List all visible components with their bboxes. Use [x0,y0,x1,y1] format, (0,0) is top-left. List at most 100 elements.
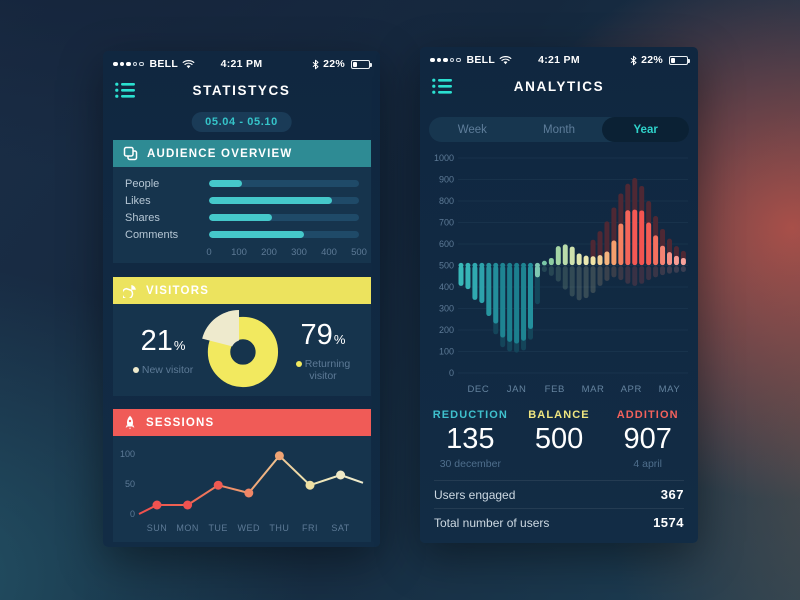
visitors-chart-body: 21% New visitor 79% Returning visitor [113,304,371,396]
users-engaged-label: Users engaged [434,487,516,502]
returning-visitor-percent: 79% [300,319,346,351]
battery-icon [669,55,690,65]
page-title: ANALYTICS [513,79,605,94]
users-engaged-value: 367 [660,487,684,502]
svg-text:WED: WED [238,523,260,533]
returning-visitor-dot-icon [295,361,302,368]
battery-percent: 22% [323,58,345,70]
audience-row-likes: Likes [125,193,359,208]
signal-dots-icon [430,57,461,63]
new-visitor-dot-icon [132,367,139,374]
visitors-donut-chart [202,310,279,388]
reduction-stat: REDUCTION 135 30 december [426,409,515,471]
visitors-card: VISITORS 21% New visitor 79% Returning v… [113,277,371,396]
copy-icon [123,146,138,161]
balance-label: BALANCE [528,409,590,421]
returning-visitor-stat: 79% Returning visitor [285,320,361,382]
status-bar: BELL 4:21 PM 22% [113,57,372,71]
rocket-icon [125,415,135,430]
addition-label: ADDITION [616,409,679,421]
menu-icon[interactable] [115,82,137,100]
bluetooth-icon [312,59,319,69]
svg-text:TUE: TUE [208,523,228,533]
svg-text:400: 400 [439,282,454,292]
svg-text:100: 100 [120,449,135,459]
balance-value: 500 [534,423,584,455]
tab-month[interactable]: Month [543,123,575,136]
clock: 4:21 PM [538,54,580,66]
balance-date [515,458,604,471]
analytics-waveform-chart: 0 100 200 300 400 500 600 700 800 900 1000 DEC JAN FE… [434,153,688,395]
sessions-card-header: SESSIONS [113,409,371,436]
menu-icon[interactable] [432,78,454,96]
phone-analytics: BELL 4:21 PM 22% ANALYTICS Week Mont [420,47,698,543]
returning-visitor-label: Returning visitor [285,358,361,382]
addition-stat: ADDITION 907 4 april [603,409,692,471]
svg-text:600: 600 [439,239,454,249]
audience-row-comments: Comments [125,227,359,242]
carrier-label: BELL [466,54,496,66]
reduction-date: 30 december [439,458,501,470]
signal-dots-icon [113,61,144,67]
app-header: ANALYTICS [420,76,698,98]
audience-row-people: People [125,176,359,191]
svg-text:THU: THU [269,523,289,533]
sessions-card-title: SESSIONS [146,416,215,429]
tab-week[interactable]: Week [457,123,487,136]
stats-row: REDUCTION 135 30 december BALANCE 500 AD… [426,409,692,471]
svg-text:50: 50 [125,479,135,489]
svg-text:1000: 1000 [434,153,454,163]
svg-text:DEC: DEC [467,384,489,395]
svg-text:700: 700 [439,218,454,228]
wifi-icon [182,60,195,69]
svg-text:100: 100 [439,347,454,357]
audience-card-title: AUDIENCE OVERVIEW [147,147,293,160]
svg-text:900: 900 [439,175,454,185]
visitors-card-header: VISITORS [113,277,371,304]
bluetooth-icon [630,55,637,65]
svg-text:500: 500 [439,261,454,271]
reduction-value: 135 [446,423,495,455]
total-users-value: 1574 [653,515,684,530]
svg-text:MAR: MAR [582,384,605,395]
reduction-label: REDUCTION [432,409,508,421]
svg-text:200: 200 [439,325,454,335]
new-visitor-percent: 21% [140,325,186,357]
battery-percent: 22% [641,54,663,66]
visitors-card-title: VISITORS [146,284,210,297]
total-users-label: Total number of users [434,515,550,530]
addition-value: 907 [623,423,672,455]
audience-bar-chart: People Likes Shares Comments 0 100 200 300 400 50… [113,167,371,263]
totals-list: Users engaged 367 Total number of users … [420,480,698,536]
sessions-line-chart: 100 50 0 SUN MON TUE WED THU FRI SAT [120,449,364,533]
svg-text:0: 0 [130,509,135,519]
svg-text:APR: APR [621,384,642,395]
tab-year[interactable]: Year [602,117,690,142]
svg-text:JAN: JAN [507,384,527,395]
clock: 4:21 PM [220,58,263,70]
audience-row-shares: Shares [125,210,359,225]
svg-text:800: 800 [439,196,454,206]
svg-text:MAY: MAY [659,384,681,395]
status-bar: BELL 4:21 PM 22% [430,53,690,67]
audience-x-axis: 0 100 200 300 400 500 [206,247,367,258]
date-range-pill[interactable]: 05.04 - 05.10 [191,112,292,132]
page-title: STATISTYCS [192,83,291,98]
svg-text:300: 300 [439,304,454,314]
phone-statistics: BELL 4:21 PM 22% STATISTYCS 05.04 - 05.1… [103,51,380,547]
battery-icon [351,59,372,69]
period-segmented-control: Week Month Year [429,117,690,142]
sessions-chart-body: 100 50 0 SUN MON TUE WED THU FRI SAT [113,436,371,542]
svg-text:MON: MON [176,523,199,533]
wifi-icon [499,56,512,65]
svg-text:SAT: SAT [331,523,349,533]
new-visitor-label: New visitor [125,364,201,376]
balance-stat: BALANCE 500 [515,409,604,471]
audience-card-header: AUDIENCE OVERVIEW [113,140,371,167]
svg-text:FEB: FEB [545,384,565,395]
sessions-card: SESSIONS 100 50 0 SUN MON TUE WED THU FRI SAT [113,409,371,542]
audience-overview-card: AUDIENCE OVERVIEW People Likes Shares Comme… [113,140,371,263]
svg-text:SUN: SUN [147,523,168,533]
new-visitor-stat: 21% New visitor [125,326,201,376]
users-engaged-row: Users engaged 367 [434,480,684,508]
